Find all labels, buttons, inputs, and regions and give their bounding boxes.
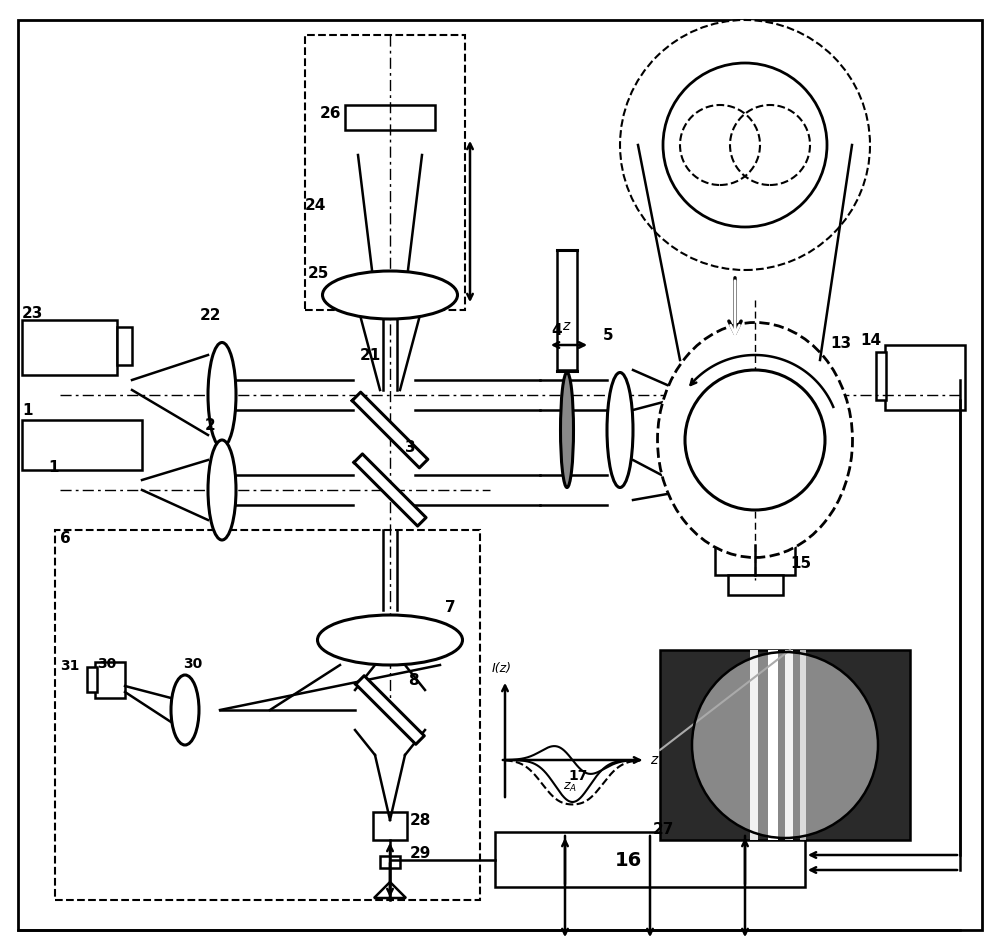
Text: 14: 14 xyxy=(860,333,881,348)
Bar xyxy=(380,856,400,868)
Bar xyxy=(715,545,795,575)
Ellipse shape xyxy=(208,343,236,448)
Bar xyxy=(876,352,886,400)
Bar xyxy=(22,420,142,470)
Bar xyxy=(557,250,577,370)
Text: 17: 17 xyxy=(568,769,587,783)
Text: 30: 30 xyxy=(97,657,116,671)
Ellipse shape xyxy=(658,323,852,558)
Bar xyxy=(87,667,97,692)
Text: 21: 21 xyxy=(360,348,381,363)
Text: 1: 1 xyxy=(22,403,32,418)
Ellipse shape xyxy=(171,675,199,745)
Text: 5: 5 xyxy=(603,328,614,343)
Bar xyxy=(800,650,806,840)
Text: z: z xyxy=(562,319,569,333)
Text: 8: 8 xyxy=(408,673,419,688)
Circle shape xyxy=(692,652,878,838)
Polygon shape xyxy=(374,882,406,898)
Ellipse shape xyxy=(322,271,458,319)
Text: 31: 31 xyxy=(60,659,79,673)
Text: 15: 15 xyxy=(790,556,811,571)
Text: 26: 26 xyxy=(320,106,342,121)
Bar xyxy=(750,650,758,840)
Bar xyxy=(660,650,910,840)
Text: I(z): I(z) xyxy=(492,662,512,675)
Text: 28: 28 xyxy=(410,813,431,828)
Text: 1: 1 xyxy=(48,460,58,475)
Text: 16: 16 xyxy=(614,850,642,869)
Polygon shape xyxy=(354,454,426,527)
Text: 23: 23 xyxy=(22,306,43,321)
Text: $z_A$: $z_A$ xyxy=(563,781,577,795)
Text: 13: 13 xyxy=(830,336,851,351)
Text: z: z xyxy=(650,753,657,767)
Bar xyxy=(95,662,125,698)
Text: 25: 25 xyxy=(308,266,329,281)
Text: 4: 4 xyxy=(551,323,562,338)
Bar xyxy=(117,327,132,365)
Text: 24: 24 xyxy=(305,198,326,213)
Bar xyxy=(495,832,805,887)
Bar xyxy=(728,575,783,595)
Circle shape xyxy=(663,63,827,227)
Bar xyxy=(373,812,407,840)
Text: 30: 30 xyxy=(183,657,202,671)
Text: 7: 7 xyxy=(445,600,456,615)
Polygon shape xyxy=(352,392,428,468)
Ellipse shape xyxy=(560,372,574,488)
Bar xyxy=(55,530,480,900)
Text: 3: 3 xyxy=(405,440,416,455)
Polygon shape xyxy=(356,676,424,744)
Text: 6: 6 xyxy=(60,531,71,546)
Ellipse shape xyxy=(208,440,236,540)
Bar xyxy=(785,650,793,840)
Bar xyxy=(345,105,435,130)
Text: 22: 22 xyxy=(200,308,222,323)
Text: 29: 29 xyxy=(410,846,431,861)
Bar xyxy=(22,320,117,375)
Bar xyxy=(305,35,465,310)
Bar xyxy=(768,650,778,840)
Text: 2: 2 xyxy=(205,418,216,433)
Ellipse shape xyxy=(318,615,462,665)
Circle shape xyxy=(685,370,825,510)
Circle shape xyxy=(620,20,870,270)
Ellipse shape xyxy=(607,372,633,488)
Bar xyxy=(885,345,965,410)
Text: 27: 27 xyxy=(653,822,674,837)
